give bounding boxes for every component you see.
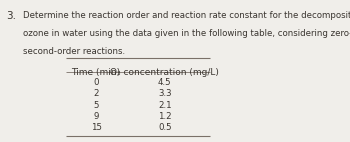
Text: 5: 5 <box>93 101 99 110</box>
Text: O₃ concentration (mg/L): O₃ concentration (mg/L) <box>111 68 219 77</box>
Text: 3.: 3. <box>6 11 16 21</box>
Text: 2.1: 2.1 <box>158 101 172 110</box>
Text: Time (min): Time (min) <box>71 68 121 77</box>
Text: 1.2: 1.2 <box>158 112 172 121</box>
Text: 0: 0 <box>93 78 99 87</box>
Text: second-order reactions.: second-order reactions. <box>23 47 125 56</box>
Text: 15: 15 <box>91 123 102 132</box>
Text: 3.3: 3.3 <box>158 89 172 98</box>
Text: ozone in water using the data given in the following table, considering zero-, f: ozone in water using the data given in t… <box>23 29 350 38</box>
Text: 9: 9 <box>93 112 99 121</box>
Text: 0.5: 0.5 <box>158 123 172 132</box>
Text: Determine the reaction order and reaction rate constant for the decomposition of: Determine the reaction order and reactio… <box>23 11 350 20</box>
Text: 4.5: 4.5 <box>158 78 172 87</box>
Text: 2: 2 <box>93 89 99 98</box>
